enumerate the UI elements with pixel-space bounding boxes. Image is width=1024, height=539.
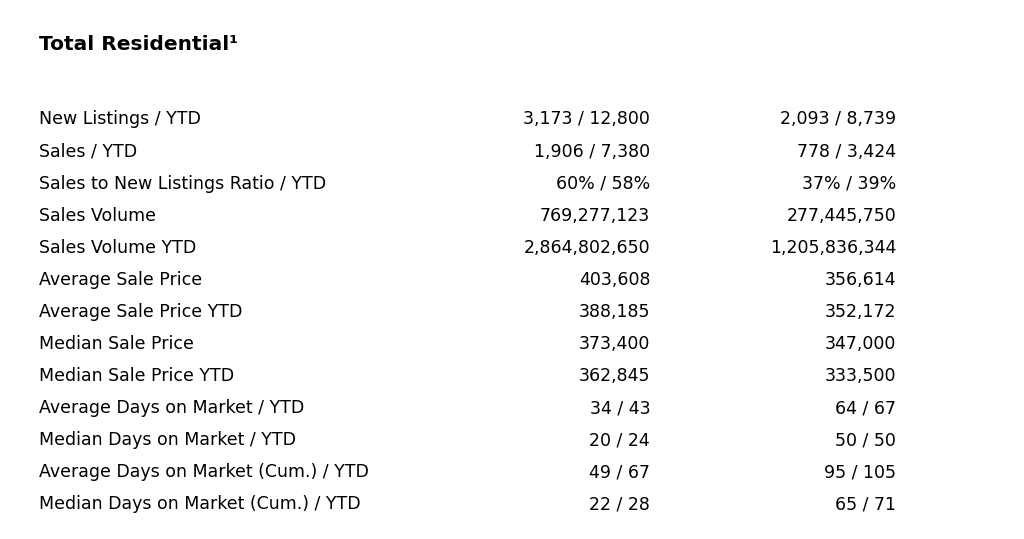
Text: 356,614: 356,614 <box>824 271 896 289</box>
Text: 60% / 58%: 60% / 58% <box>556 175 650 192</box>
Text: 1,205,836,344: 1,205,836,344 <box>770 239 896 257</box>
Text: Average Days on Market / YTD: Average Days on Market / YTD <box>39 399 304 417</box>
Text: 2,093 / 8,739: 2,093 / 8,739 <box>780 110 896 128</box>
Text: 65 / 71: 65 / 71 <box>835 495 896 513</box>
Text: 37% / 39%: 37% / 39% <box>802 175 896 192</box>
Text: New Listings / YTD: New Listings / YTD <box>39 110 201 128</box>
Text: Sales Volume: Sales Volume <box>39 206 156 225</box>
Text: 277,445,750: 277,445,750 <box>786 206 896 225</box>
Text: 34 / 43: 34 / 43 <box>590 399 650 417</box>
Text: 778 / 3,424: 778 / 3,424 <box>797 142 896 161</box>
Text: 362,845: 362,845 <box>579 367 650 385</box>
Text: Median Sale Price YTD: Median Sale Price YTD <box>39 367 234 385</box>
Text: Median Days on Market (Cum.) / YTD: Median Days on Market (Cum.) / YTD <box>39 495 360 513</box>
Text: Average Sale Price: Average Sale Price <box>39 271 202 289</box>
Text: 20 / 24: 20 / 24 <box>590 431 650 449</box>
Text: Sales to New Listings Ratio / YTD: Sales to New Listings Ratio / YTD <box>39 175 326 192</box>
Text: 22 / 28: 22 / 28 <box>590 495 650 513</box>
Text: Sales / YTD: Sales / YTD <box>39 142 137 161</box>
Text: 95 / 105: 95 / 105 <box>824 463 896 481</box>
Text: 347,000: 347,000 <box>824 335 896 353</box>
Text: 388,185: 388,185 <box>579 303 650 321</box>
Text: 373,400: 373,400 <box>579 335 650 353</box>
Text: 50 / 50: 50 / 50 <box>836 431 896 449</box>
Text: 2,864,802,650: 2,864,802,650 <box>523 239 650 257</box>
Text: 333,500: 333,500 <box>824 367 896 385</box>
Text: Sales Volume YTD: Sales Volume YTD <box>39 239 197 257</box>
Text: 403,608: 403,608 <box>579 271 650 289</box>
Text: 64 / 67: 64 / 67 <box>835 399 896 417</box>
Text: Average Days on Market (Cum.) / YTD: Average Days on Market (Cum.) / YTD <box>39 463 369 481</box>
Text: Median Sale Price: Median Sale Price <box>39 335 194 353</box>
Text: 49 / 67: 49 / 67 <box>589 463 650 481</box>
Text: 769,277,123: 769,277,123 <box>540 206 650 225</box>
Text: Total Residential¹: Total Residential¹ <box>39 35 238 54</box>
Text: Median Days on Market / YTD: Median Days on Market / YTD <box>39 431 296 449</box>
Text: 1,906 / 7,380: 1,906 / 7,380 <box>535 142 650 161</box>
Text: 3,173 / 12,800: 3,173 / 12,800 <box>523 110 650 128</box>
Text: 352,172: 352,172 <box>824 303 896 321</box>
Text: Average Sale Price YTD: Average Sale Price YTD <box>39 303 243 321</box>
